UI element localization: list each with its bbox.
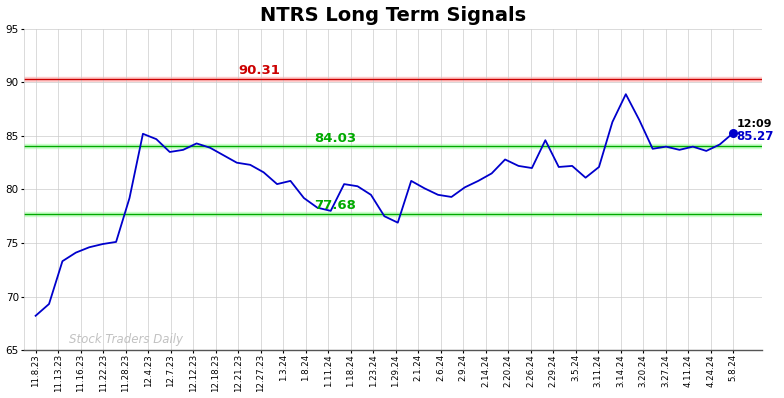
Point [727,130,739,136]
Bar [24,213,762,216]
Bar [24,77,762,81]
Text: 85.27: 85.27 [736,130,774,143]
Title: NTRS Long Term Signals: NTRS Long Term Signals [260,6,526,25]
Text: Stock Traders Daily: Stock Traders Daily [69,333,183,346]
Text: 12:09: 12:09 [736,119,772,129]
Text: 77.68: 77.68 [314,199,357,213]
Text: 84.03: 84.03 [314,131,357,144]
Text: 90.31: 90.31 [238,64,280,77]
Bar [24,144,762,148]
